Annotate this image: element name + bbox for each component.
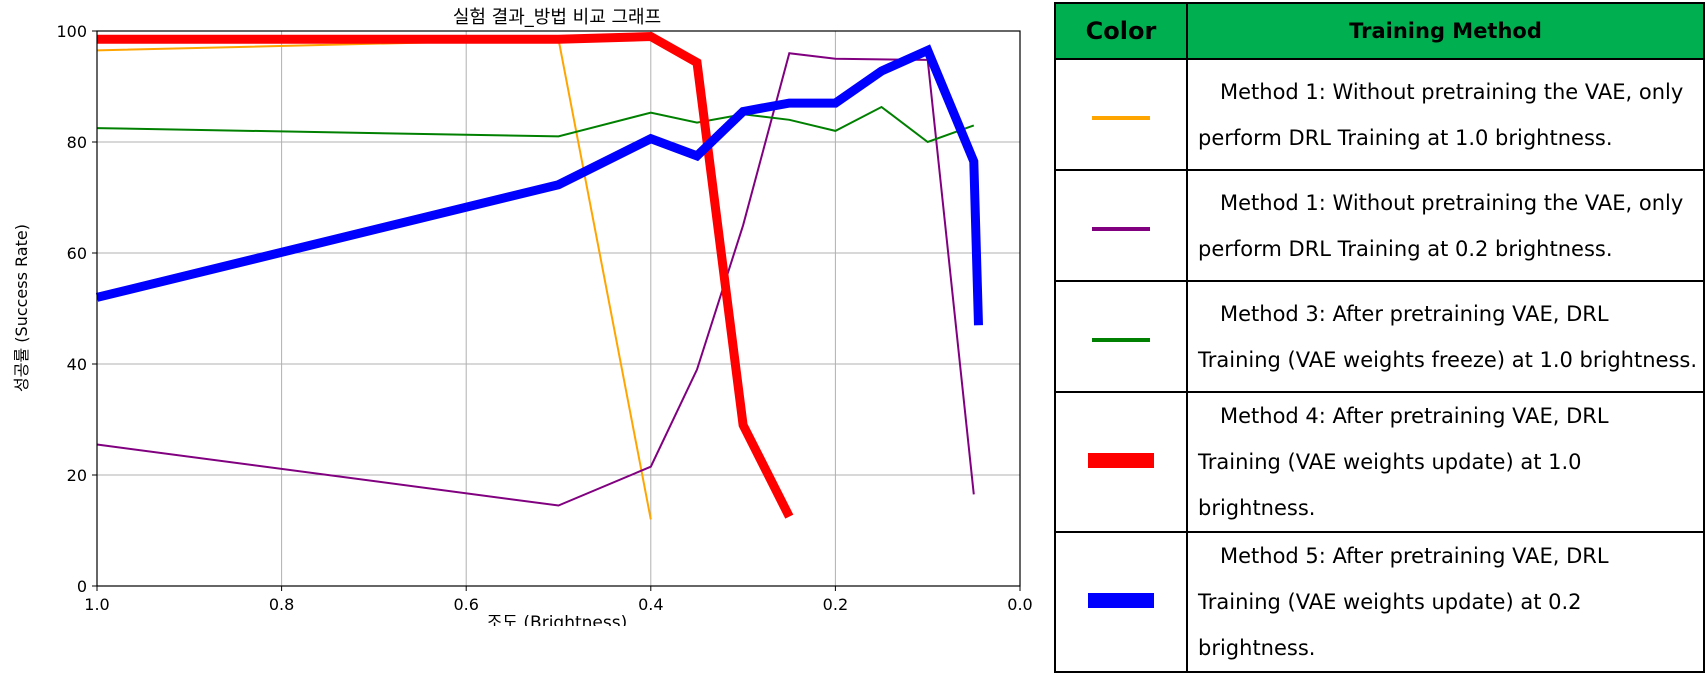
legend-swatch xyxy=(1092,227,1150,231)
legend-swatch xyxy=(1092,116,1150,120)
legend-text-line1: Method 3: After pretraining VAE, DRL xyxy=(1220,301,1609,326)
legend-swatch-cell xyxy=(1054,280,1188,393)
legend-text-line2: perform DRL Training at 1.0 brightness. xyxy=(1198,125,1613,150)
legend-text-cell: Method 4: After pretraining VAE, DRL Trai… xyxy=(1186,391,1705,533)
plot-frame xyxy=(96,30,1021,587)
legend-text-line1: Method 1: Without pretraining the VAE, o… xyxy=(1220,79,1684,104)
legend-text-line1: Method 4: After pretraining VAE, DRL xyxy=(1220,404,1609,428)
legend-header-row: Color Training Method xyxy=(1054,2,1705,60)
x-tick-label: 1.0 xyxy=(84,595,109,614)
x-tick-label: 0.6 xyxy=(453,595,478,614)
x-tick-label: 0.0 xyxy=(1007,595,1032,614)
legend-text-cell: Method 1: Without pretraining the VAE, o… xyxy=(1186,58,1705,171)
series-line-3 xyxy=(96,105,975,144)
legend-swatch xyxy=(1088,452,1154,468)
series-line-4 xyxy=(97,31,794,519)
legend-text-cell: Method 5: After pretraining VAE, DRL Trai… xyxy=(1186,531,1705,673)
legend-swatch-cell xyxy=(1054,169,1188,282)
axis-ticks: 1.0 0.8 0.6 0.4 0.2 0.0 0 20 40 60 80 100 xyxy=(56,22,1032,614)
y-tick-label: 0 xyxy=(77,577,87,596)
legend-swatch xyxy=(1088,592,1154,608)
y-tick-label: 40 xyxy=(67,355,87,374)
legend-text-line2: Training (VAE weights freeze) at 1.0 bri… xyxy=(1198,347,1698,372)
legend-text-line1: Method 5: After pretraining VAE, DRL xyxy=(1220,544,1609,568)
legend-header-color: Color xyxy=(1054,2,1188,60)
grid xyxy=(96,30,1021,587)
series-lines xyxy=(95,31,983,520)
line-chart: 실험 결과_방법 비교 그래프 1.0 0.8 0.6 0.4 0.2 0.0 0 20 40 6… xyxy=(12,7,1033,626)
legend-row: Method 4: After pretraining VAE, DRL Trai… xyxy=(1054,391,1705,533)
legend-text-line1: Method 1: Without pretraining the VAE, o… xyxy=(1220,190,1684,215)
legend-swatch-cell xyxy=(1054,58,1188,171)
y-tick-label: 80 xyxy=(67,133,87,152)
legend-text-line2: Training (VAE weights update) at 0.2 bri… xyxy=(1198,590,1582,660)
legend-table: Color Training Method Method 1: Without … xyxy=(1054,2,1705,673)
x-tick-label: 0.4 xyxy=(638,595,663,614)
legend-header-method: Training Method xyxy=(1186,2,1705,60)
y-tick-label: 20 xyxy=(67,466,87,485)
chart-title: 실험 결과_방법 비교 그래프 xyxy=(453,7,661,28)
x-tick-label: 0.2 xyxy=(823,595,848,614)
legend-swatch xyxy=(1092,338,1150,342)
legend-text-cell: Method 3: After pretraining VAE, DRL Trai… xyxy=(1186,280,1705,393)
legend-text-line2: perform DRL Training at 0.2 brightness. xyxy=(1198,236,1613,261)
x-tick-label: 0.8 xyxy=(269,595,294,614)
legend-row: Method 5: After pretraining VAE, DRL Trai… xyxy=(1054,531,1705,673)
legend-text-line2: Training (VAE weights update) at 1.0 bri… xyxy=(1198,450,1582,520)
x-axis-label: 조도 (Brightness) xyxy=(487,613,628,626)
series-line-5 xyxy=(95,44,983,326)
legend-swatch-cell xyxy=(1054,391,1188,533)
series-line-2 xyxy=(96,52,975,507)
legend-row: Method 1: Without pretraining the VAE, o… xyxy=(1054,169,1705,282)
legend-swatch-cell xyxy=(1054,531,1188,673)
y-tick-label: 60 xyxy=(67,244,87,263)
legend-text-cell: Method 1: Without pretraining the VAE, o… xyxy=(1186,169,1705,282)
y-tick-label: 100 xyxy=(56,22,87,41)
y-axis-label: 성공률 (Success Rate) xyxy=(12,224,31,392)
legend-row: Method 3: After pretraining VAE, DRL Trai… xyxy=(1054,280,1705,393)
legend-row: Method 1: Without pretraining the VAE, o… xyxy=(1054,58,1705,171)
